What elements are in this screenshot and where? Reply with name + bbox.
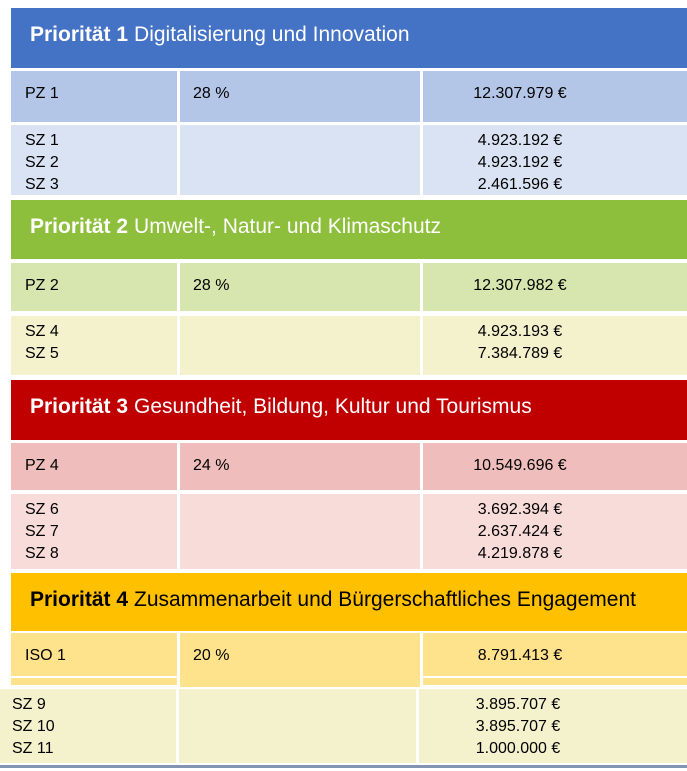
sz-label: SZ 1 [25, 132, 59, 149]
priority-1-title-rest: Digitalisierung und Innovation [134, 23, 410, 46]
pz2-label-cell: PZ 2 [11, 263, 177, 311]
priority-4-sz-empty-cell [179, 689, 416, 763]
sz-label: SZ 3 [25, 176, 59, 193]
iso1-left-substrip [11, 678, 177, 685]
priority-1-header: Priorität 1 Digitalisierung und Innovatio… [11, 8, 687, 68]
priority-4-sz-amounts-cell: 3.895.707 € 3.895.707 € 1.000.000 € [419, 689, 687, 763]
sz-amount: 4.923.192 € [477, 132, 563, 149]
sz-label: SZ 9 [12, 696, 46, 713]
priority-3-sz-amounts-cell: 3.692.394 € 2.637.424 € 4.219.878 € [423, 494, 687, 569]
priority-2-title-bold: Priorität 2 [30, 215, 129, 238]
sz-amount: 2.461.596 € [477, 176, 563, 193]
sz-amount: 4.923.193 € [477, 323, 563, 340]
priority-2-title-rest: Umwelt-, Natur- und Klimaschutz [134, 215, 441, 238]
sz-amount: 3.895.707 € [475, 718, 561, 735]
sz-label: SZ 10 [12, 718, 55, 735]
sz-amount: 4.923.192 € [477, 154, 563, 171]
priority-2-header: Priorität 2 Umwelt-, Natur- und Klimaschu… [11, 200, 687, 259]
priority-2-sz-labels-cell: SZ 4 SZ 5 [11, 316, 177, 375]
sz-label: SZ 4 [25, 323, 59, 340]
iso1-amount-cell: 8.791.413 € [423, 633, 687, 676]
pz2-amount-cell: 12.307.982 € [423, 263, 687, 311]
priority-4-title-bold: Priorität 4 [30, 588, 129, 611]
priority-4-header: Priorität 4 Zusammenarbeit und Bürgerscha… [11, 573, 687, 631]
sz-label: SZ 5 [25, 345, 59, 362]
priority-2-sz-amounts-cell: 4.923.193 € 7.384.789 € [423, 316, 687, 375]
iso1-label-cell: ISO 1 [11, 633, 177, 676]
sz-amount: 1.000.000 € [475, 740, 561, 757]
sz-amount: 7.384.789 € [477, 345, 563, 362]
pz4-amount-cell: 10.549.696 € [423, 443, 687, 490]
iso1-percent-cell: 20 % [180, 633, 420, 687]
pz4-percent-cell: 24 % [180, 443, 420, 490]
priority-4-sz-labels-cell: SZ 9 SZ 10 SZ 11 [0, 689, 176, 763]
priority-3-title-bold: Priorität 3 [30, 395, 129, 418]
pz4-label-cell: PZ 4 [11, 443, 177, 490]
sz-amount: 4.219.878 € [477, 545, 563, 562]
priority-1-title-bold: Priorität 1 [30, 23, 129, 46]
iso1-right-substrip [423, 678, 687, 685]
sz-label: SZ 2 [25, 154, 59, 171]
sz-amount: 3.895.707 € [475, 696, 561, 713]
sz-label: SZ 11 [12, 740, 54, 757]
priority-3-header: Priorität 3 Gesundheit, Bildung, Kultur u… [11, 380, 687, 440]
pz2-percent-cell: 28 % [180, 263, 420, 311]
pz1-label-cell: PZ 1 [11, 71, 177, 122]
bottom-divider [0, 765, 687, 768]
sz-amount: 2.637.424 € [477, 523, 563, 540]
priority-3-sz-labels-cell: SZ 6 SZ 7 SZ 8 [11, 494, 177, 569]
pz1-percent-cell: 28 % [180, 71, 420, 122]
sz-label: SZ 6 [25, 501, 59, 518]
priority-2-sz-empty-cell [180, 316, 420, 375]
sz-label: SZ 7 [25, 523, 59, 540]
priority-1-sz-amounts-cell: 4.923.192 € 4.923.192 € 2.461.596 € [423, 125, 687, 195]
priority-3-sz-empty-cell [180, 494, 420, 569]
pz1-amount-cell: 12.307.979 € [423, 71, 687, 122]
sz-label: SZ 8 [25, 545, 59, 562]
priority-3-title-rest: Gesundheit, Bildung, Kultur und Tourismu… [134, 395, 532, 418]
priority-4-title-rest: Zusammenarbeit und Bürgerschaftliches En… [134, 588, 636, 611]
sz-amount: 3.692.394 € [477, 501, 563, 518]
priority-1-sz-labels-cell: SZ 1 SZ 2 SZ 3 [11, 125, 177, 195]
priority-1-sz-empty-cell [180, 125, 420, 195]
